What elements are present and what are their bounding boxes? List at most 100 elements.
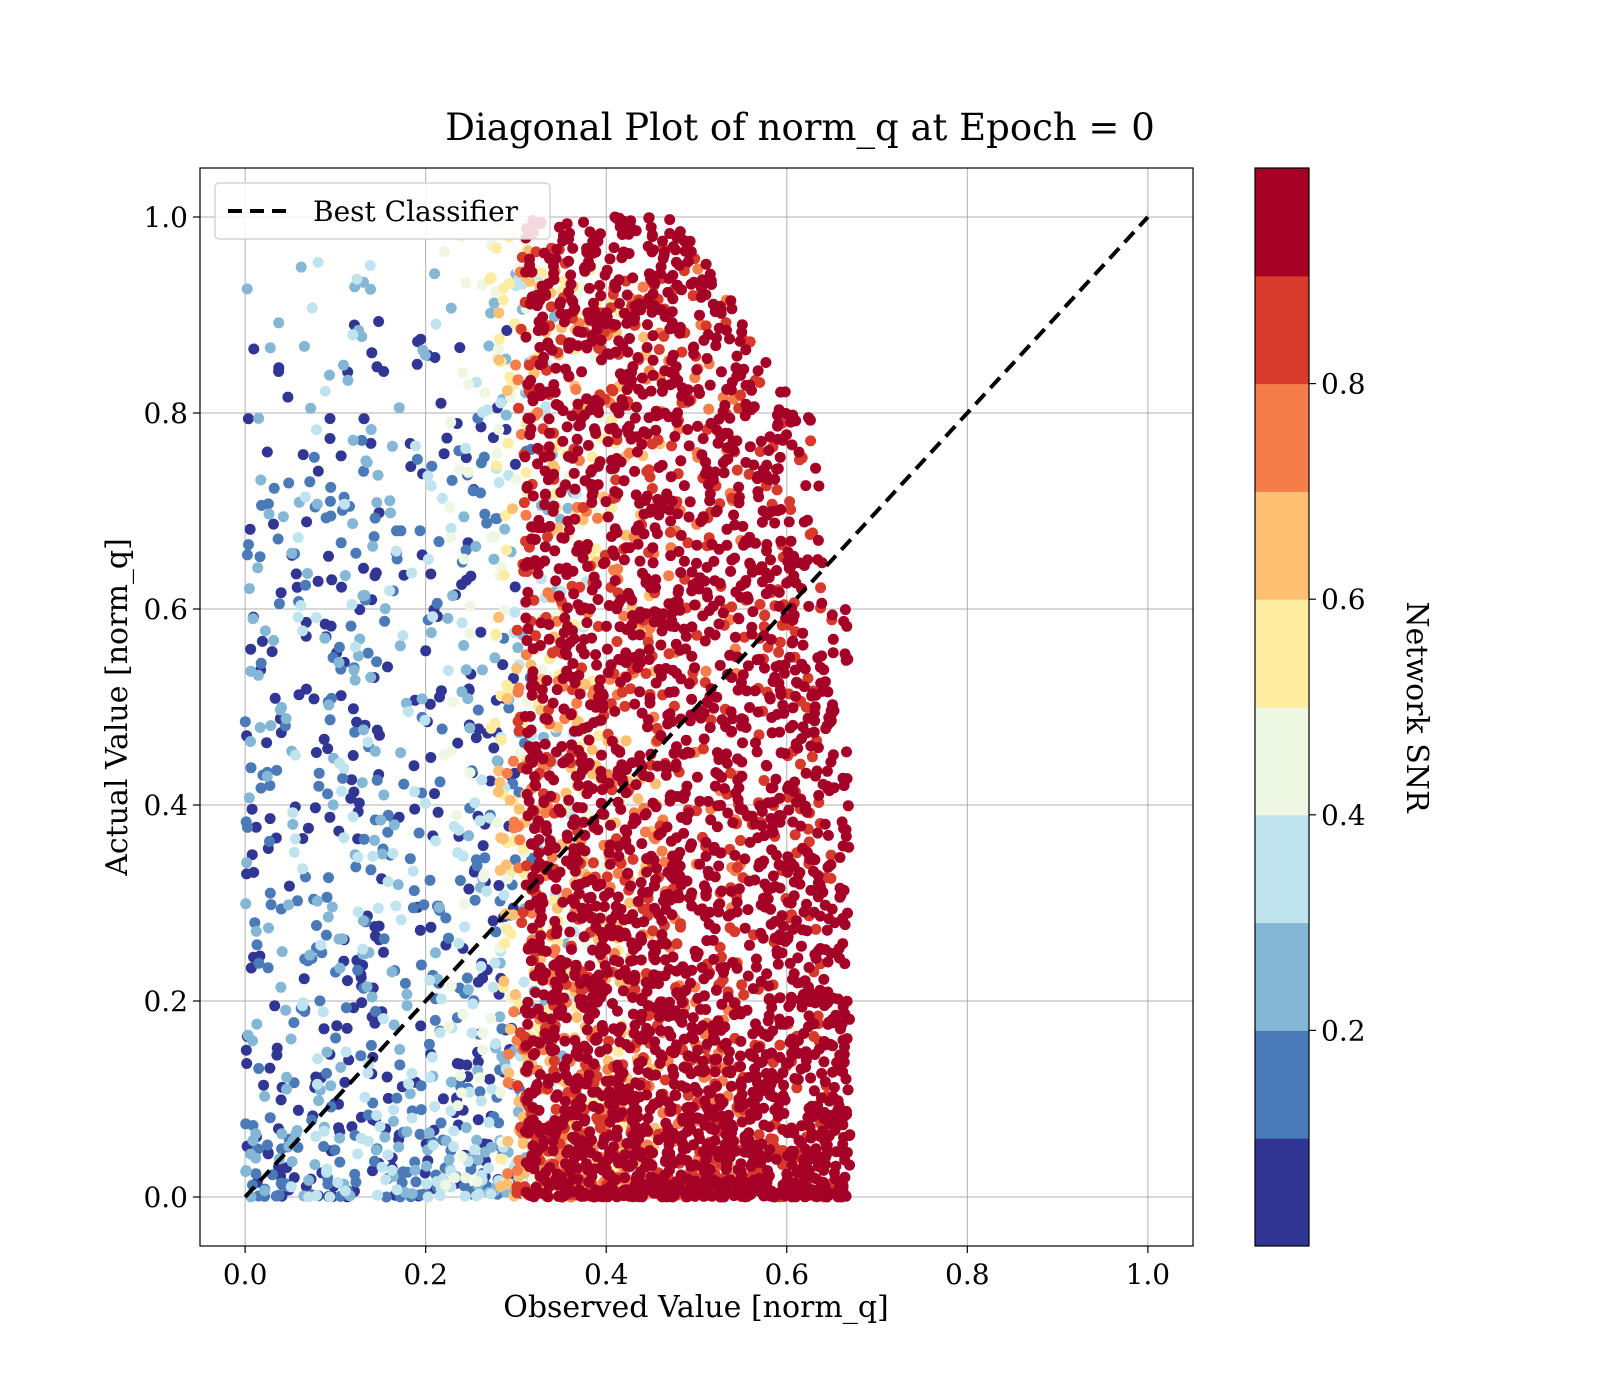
scatter-point [356, 434, 368, 446]
scatter-point [332, 1177, 344, 1188]
scatter-point [619, 1172, 631, 1184]
scatter-point [532, 1003, 544, 1015]
scatter-point [605, 463, 617, 475]
scatter-point [397, 630, 409, 641]
scatter-point [658, 330, 670, 342]
scatter-point [606, 383, 617, 395]
scatter-point [521, 1007, 533, 1019]
scatter-point [707, 1144, 719, 1156]
scatter-point [263, 922, 274, 934]
scatter-point [557, 435, 569, 447]
scatter-point [811, 1173, 823, 1185]
scatter-point [448, 1141, 460, 1153]
scatter-point [276, 1128, 288, 1140]
scatter-point [459, 921, 471, 933]
scatter-point [592, 880, 603, 892]
scatter-point [841, 746, 852, 758]
scatter-point [435, 993, 447, 1005]
scatter-point [748, 459, 760, 471]
scatter-point [769, 473, 781, 485]
scatter-point [765, 634, 777, 645]
scatter-point [433, 536, 445, 548]
scatter-point [511, 663, 523, 674]
scatter-point [625, 880, 637, 892]
scatter-point [765, 813, 777, 824]
scatter-point [675, 455, 687, 467]
scatter-point [556, 532, 568, 544]
scatter-point [760, 759, 772, 771]
scatter-point [810, 462, 822, 474]
scatter-point [324, 811, 336, 823]
scatter-point [667, 349, 679, 361]
scatter-point [516, 917, 528, 929]
scatter-point [566, 943, 577, 955]
scatter-point [812, 827, 824, 839]
scatter-point [341, 1022, 353, 1034]
scatter-point [324, 1191, 336, 1203]
scatter-point [483, 1116, 495, 1128]
scatter-point [821, 924, 833, 936]
scatter-point [509, 854, 521, 866]
scatter-point [714, 898, 726, 910]
scatter-point [627, 361, 639, 373]
scatter-point [527, 1102, 539, 1113]
scatter-point [716, 714, 728, 726]
scatter-point [607, 545, 619, 557]
scatter-point [561, 1177, 573, 1189]
scatter-point [762, 1165, 773, 1177]
scatter-point [714, 659, 726, 671]
scatter-point [327, 799, 339, 811]
scatter-point [801, 925, 813, 937]
scatter-point [735, 835, 746, 846]
scatter-point [596, 354, 607, 366]
scatter-point [300, 579, 311, 591]
scatter-point [384, 495, 396, 507]
scatter-point [289, 833, 301, 845]
scatter-point [553, 803, 565, 815]
scatter-point [313, 767, 325, 779]
scatter-point [543, 413, 555, 425]
scatter-point [670, 361, 682, 373]
scatter-point [540, 401, 552, 413]
scatter-point [541, 675, 553, 686]
scatter-point [334, 1132, 346, 1144]
scatter-point [754, 446, 766, 457]
scatter-point [615, 803, 627, 815]
scatter-point [380, 1191, 392, 1203]
scatter-point [404, 1088, 416, 1100]
scatter-point [547, 1145, 559, 1157]
scatter-point [728, 444, 740, 456]
scatter-point [773, 586, 785, 598]
scatter-point [406, 1188, 418, 1200]
scatter-point [609, 575, 621, 587]
scatter-point [664, 214, 676, 226]
scatter-point [367, 540, 379, 552]
scatter-point [511, 624, 523, 636]
scatter-point [448, 821, 460, 832]
scatter-point [350, 861, 362, 873]
scatter-point [463, 883, 475, 895]
scatter-point [501, 544, 512, 556]
scatter-point [498, 889, 510, 901]
scatter-point [269, 692, 281, 704]
scatter-point [454, 464, 465, 476]
scatter-point [481, 517, 493, 529]
scatter-point [692, 1086, 704, 1098]
scatter-point [273, 598, 285, 610]
scatter-point [647, 925, 659, 937]
scatter-point [409, 1164, 421, 1176]
scatter-point [461, 972, 473, 984]
scatter-point [652, 434, 664, 446]
scatter-point [841, 995, 853, 1007]
scatter-point [765, 554, 776, 566]
scatter-point [705, 1122, 717, 1134]
scatter-point [717, 607, 729, 619]
scatter-point [478, 869, 490, 881]
scatter-point [823, 1095, 835, 1107]
scatter-point [302, 822, 314, 834]
scatter-point [627, 853, 639, 865]
scatter-point [503, 1048, 515, 1060]
scatter-point [489, 957, 501, 969]
scatter-point [351, 716, 363, 728]
scatter-point [354, 604, 366, 616]
